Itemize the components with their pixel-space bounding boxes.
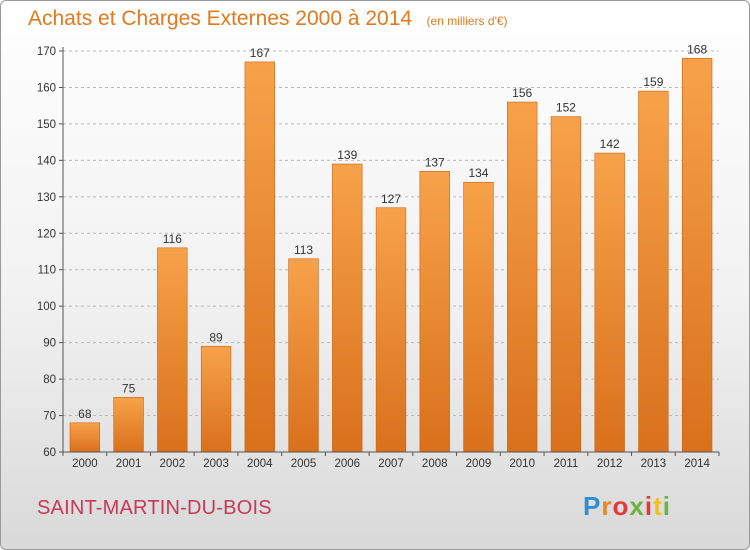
bar [69,422,101,453]
bar [507,101,538,453]
bar-value-label: 156 [512,86,532,100]
y-tick-label: 70 [43,411,56,423]
chart-subtitle: (en milliers d'€) [426,14,508,28]
logo-letter: r [601,491,613,521]
logo-letter: o [612,491,630,521]
bar [113,397,144,453]
bar [244,61,275,453]
bar-value-label: 159 [643,75,663,89]
bar-value-label: 139 [337,148,357,162]
city-name: SAINT-MARTIN-DU-BOIS [37,497,272,519]
bar [463,181,494,453]
y-tick-label: 110 [38,265,56,277]
x-tick-label: 2013 [641,458,667,470]
y-tick-label: 160 [37,82,56,94]
x-tick-label: 2000 [72,458,98,470]
x-tick-label: 2006 [334,458,360,470]
y-tick-label: 80 [43,374,56,386]
x-tick-label: 2005 [291,458,317,470]
bar [419,171,450,453]
bar [332,163,363,453]
x-tick-label: 2012 [597,458,623,470]
bar [550,116,582,453]
x-tick-label: 2008 [422,458,448,470]
x-tick-label: 2007 [378,458,404,470]
x-tick-label: 2011 [554,458,579,470]
x-tick-label: 2010 [509,458,535,470]
x-tick-label: 2001 [116,458,142,470]
logo-letter: x [629,491,645,521]
y-tick-label: 90 [43,338,56,350]
y-tick-label: 120 [37,228,56,240]
x-tick-label: 2014 [684,458,710,470]
title-row: Achats et Charges Externes 2000 à 2014 (… [28,7,508,31]
bar-value-label: 142 [600,137,620,151]
bar-layer [69,57,713,453]
y-tick-label: 140 [37,155,56,167]
y-tick-label: 150 [37,119,56,131]
bar [375,207,407,453]
bar-value-label: 68 [78,407,92,421]
x-tick-label: 2003 [203,458,229,470]
logo-letter: i [644,491,654,521]
logo-letter: t [653,491,663,521]
label-layer: 60 70 80 90 100 110 120 130 140 150 160 170 68 2000 75… [37,42,711,470]
proxiti-logo[interactable]: Proxiti [583,491,671,522]
bar-value-label: 168 [687,42,707,56]
bar [594,152,625,453]
logo-letter: P [583,491,602,521]
bar [157,247,188,453]
bar-value-label: 152 [556,101,576,115]
logo-letter: i [662,491,671,521]
y-tick-label: 130 [37,192,56,204]
bar [681,57,713,453]
bar-value-label: 134 [468,166,488,180]
bar-value-label: 127 [381,192,401,206]
y-tick-label: 100 [37,301,56,313]
x-tick-label: 2002 [160,458,186,470]
bar-value-label: 116 [163,232,182,246]
bar [200,345,232,453]
y-tick-label: 170 [37,46,56,58]
x-tick-label: 2004 [247,458,273,470]
bar-value-label: 89 [209,330,223,344]
x-tick-label: 2009 [466,458,492,470]
y-tick-label: 60 [43,447,56,459]
bar [638,90,669,453]
bar-value-label: 75 [122,381,136,395]
bar-value-label: 113 [294,243,313,257]
bar-value-label: 167 [250,46,270,60]
axis-layer [59,47,720,456]
bar [288,258,319,453]
bar-value-label: 137 [425,155,445,169]
chart-title: Achats et Charges Externes 2000 à 2014 [28,7,413,30]
